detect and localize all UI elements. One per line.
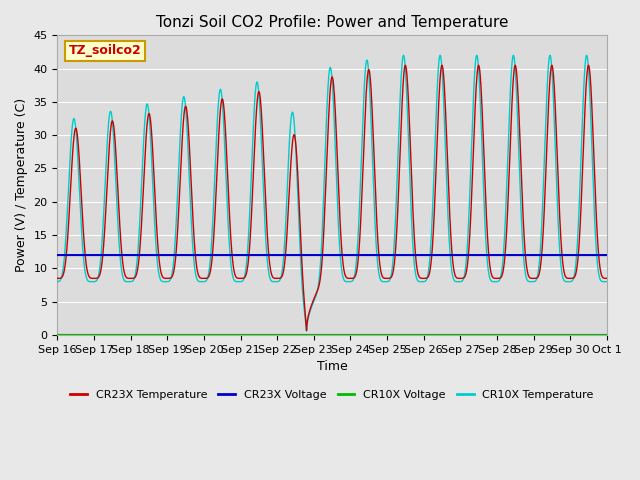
- Title: Tonzi Soil CO2 Profile: Power and Temperature: Tonzi Soil CO2 Profile: Power and Temper…: [156, 15, 508, 30]
- X-axis label: Time: Time: [317, 360, 348, 373]
- Y-axis label: Power (V) / Temperature (C): Power (V) / Temperature (C): [15, 98, 28, 272]
- Text: TZ_soilco2: TZ_soilco2: [68, 44, 141, 57]
- Legend: CR23X Temperature, CR23X Voltage, CR10X Voltage, CR10X Temperature: CR23X Temperature, CR23X Voltage, CR10X …: [66, 385, 598, 404]
